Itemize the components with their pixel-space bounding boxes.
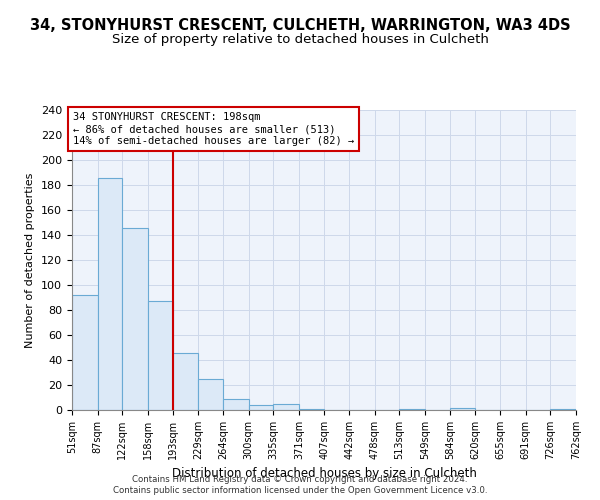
X-axis label: Distribution of detached houses by size in Culcheth: Distribution of detached houses by size …	[172, 468, 476, 480]
Bar	[274, 404, 299, 410]
Y-axis label: Number of detached properties: Number of detached properties	[25, 172, 35, 348]
Bar	[148, 301, 173, 410]
Bar	[450, 408, 475, 410]
Text: Size of property relative to detached houses in Culcheth: Size of property relative to detached ho…	[112, 32, 488, 46]
Bar	[299, 409, 325, 410]
Bar	[248, 405, 274, 410]
Bar	[550, 409, 576, 410]
Bar	[122, 228, 148, 410]
Text: Contains public sector information licensed under the Open Government Licence v3: Contains public sector information licen…	[113, 486, 487, 495]
Text: Contains HM Land Registry data © Crown copyright and database right 2024.: Contains HM Land Registry data © Crown c…	[132, 475, 468, 484]
Bar	[98, 178, 122, 410]
Bar	[223, 399, 248, 410]
Bar	[400, 409, 425, 410]
Bar	[198, 379, 223, 410]
Text: 34, STONYHURST CRESCENT, CULCHETH, WARRINGTON, WA3 4DS: 34, STONYHURST CRESCENT, CULCHETH, WARRI…	[29, 18, 571, 32]
Text: 34 STONYHURST CRESCENT: 198sqm
← 86% of detached houses are smaller (513)
14% of: 34 STONYHURST CRESCENT: 198sqm ← 86% of …	[73, 112, 354, 146]
Bar	[72, 295, 98, 410]
Bar	[173, 352, 198, 410]
